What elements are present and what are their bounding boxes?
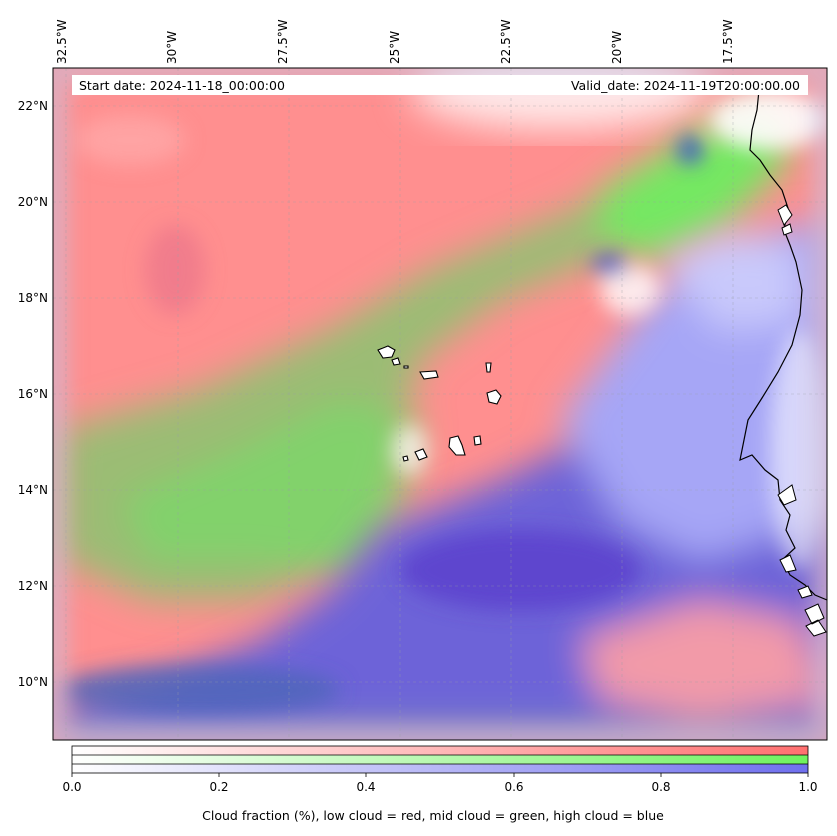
- lat-label: 10°N: [17, 675, 48, 689]
- guinea-islands: [777, 484, 827, 637]
- colorbar-tick-label: 0.8: [651, 780, 671, 794]
- lon-label: 27.5°W: [276, 19, 290, 64]
- africa-coastline: [739, 79, 827, 601]
- colorbar-tick-label: 1.0: [798, 780, 818, 794]
- start-date-label: Start date: 2024-11-18_00:00:00: [79, 78, 285, 93]
- lon-label: 25°W: [388, 30, 402, 64]
- colorbar-tick-label: 0.2: [209, 780, 229, 794]
- colorbar-tick-label: 0.0: [62, 780, 82, 794]
- lon-label: 32.5°W: [55, 19, 69, 64]
- colorbar-tick-label: 0.4: [356, 780, 376, 794]
- valid-date-label: Valid_date: 2024-11-19T20:00:00.00: [570, 78, 800, 93]
- lon-label: 20°W: [610, 30, 624, 64]
- coastal-islands: [777, 204, 793, 236]
- colorbar-tick-label: 0.6: [504, 780, 524, 794]
- map-frame: [52, 67, 828, 741]
- colorbar: [71, 745, 809, 777]
- lat-label: 18°N: [17, 291, 48, 305]
- colorbar-high: [72, 764, 808, 773]
- colorbar-caption: Cloud fraction (%), low cloud = red, mid…: [202, 808, 664, 823]
- colorbar-mid: [72, 755, 808, 764]
- gridlines: [53, 68, 827, 740]
- lat-label: 22°N: [17, 99, 48, 113]
- lat-label: 20°N: [17, 195, 48, 209]
- lon-label: 22.5°W: [499, 19, 513, 64]
- lon-label: 17.5°W: [721, 19, 735, 64]
- lat-label: 16°N: [17, 387, 48, 401]
- cloud-field: [53, 68, 827, 740]
- date-header-bar: [72, 75, 808, 95]
- lon-label: 30°W: [165, 30, 179, 64]
- lat-label: 14°N: [17, 483, 48, 497]
- colorbar-low: [72, 746, 808, 755]
- lat-label: 12°N: [17, 579, 48, 593]
- cape-verde-islands: [377, 345, 502, 462]
